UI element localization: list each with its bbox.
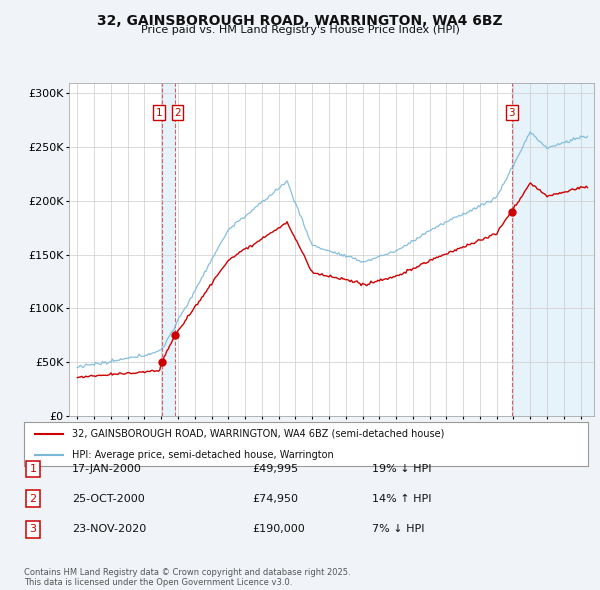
Text: HPI: Average price, semi-detached house, Warrington: HPI: Average price, semi-detached house,… xyxy=(72,450,334,460)
Text: 19% ↓ HPI: 19% ↓ HPI xyxy=(372,464,431,474)
Text: 2: 2 xyxy=(29,494,37,503)
Bar xyxy=(512,83,594,416)
Text: 1: 1 xyxy=(156,107,163,117)
Text: £74,950: £74,950 xyxy=(252,494,298,503)
Text: 3: 3 xyxy=(29,525,37,534)
Text: 32, GAINSBOROUGH ROAD, WARRINGTON, WA4 6BZ: 32, GAINSBOROUGH ROAD, WARRINGTON, WA4 6… xyxy=(97,14,503,28)
Text: £190,000: £190,000 xyxy=(252,525,305,534)
Text: 32, GAINSBOROUGH ROAD, WARRINGTON, WA4 6BZ (semi-detached house): 32, GAINSBOROUGH ROAD, WARRINGTON, WA4 6… xyxy=(72,429,445,439)
Text: 17-JAN-2000: 17-JAN-2000 xyxy=(72,464,142,474)
Text: Contains HM Land Registry data © Crown copyright and database right 2025.
This d: Contains HM Land Registry data © Crown c… xyxy=(24,568,350,587)
Text: 3: 3 xyxy=(508,107,515,117)
Text: 25-OCT-2000: 25-OCT-2000 xyxy=(72,494,145,503)
Text: £49,995: £49,995 xyxy=(252,464,298,474)
Bar xyxy=(162,83,175,416)
Text: 2: 2 xyxy=(174,107,181,117)
Text: 1: 1 xyxy=(29,464,37,474)
Text: Price paid vs. HM Land Registry's House Price Index (HPI): Price paid vs. HM Land Registry's House … xyxy=(140,25,460,35)
Text: 14% ↑ HPI: 14% ↑ HPI xyxy=(372,494,431,503)
Text: 7% ↓ HPI: 7% ↓ HPI xyxy=(372,525,425,534)
Text: 23-NOV-2020: 23-NOV-2020 xyxy=(72,525,146,534)
